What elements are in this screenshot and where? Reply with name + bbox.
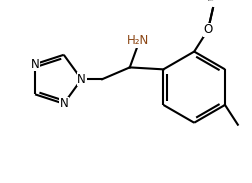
Text: N: N — [30, 58, 39, 71]
Text: H₂N: H₂N — [126, 34, 148, 47]
Text: O: O — [203, 23, 212, 36]
Text: N: N — [77, 73, 86, 86]
Text: N: N — [59, 97, 68, 110]
Text: methoxy: methoxy — [207, 0, 213, 1]
